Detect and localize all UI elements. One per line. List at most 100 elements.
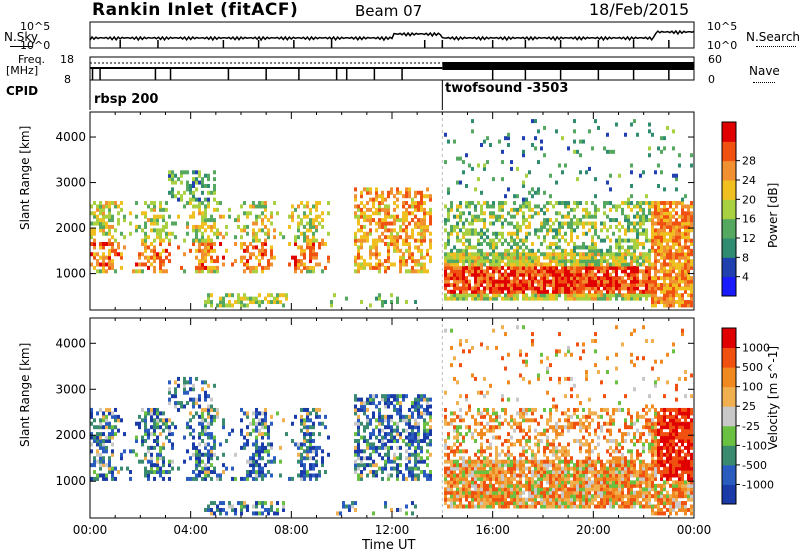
heatmap-cell [660,248,663,253]
heatmap-cell [522,248,525,253]
heatmap-cell [249,269,252,274]
heatmap-cell [546,501,549,506]
heatmap-cell [285,296,288,301]
heatmap-cell [411,197,414,202]
heatmap-cell [489,452,492,457]
heatmap-cell [651,279,654,284]
heatmap-cell [408,470,411,475]
heatmap-cell [207,296,210,301]
heatmap-cell [255,425,258,430]
heatmap-cell [102,269,105,274]
heatmap-cell [600,228,603,233]
heatmap-cell [690,252,693,257]
heatmap-cell [558,221,561,226]
heatmap-cell [633,286,636,291]
heatmap-cell [660,255,663,260]
heatmap-cell [501,473,504,478]
heatmap-cell [414,224,417,229]
heatmap-cell [198,432,201,437]
heatmap-cell [375,296,378,301]
heatmap-cell [567,425,570,430]
heatmap-cell [639,242,642,246]
heatmap-cell [489,466,492,471]
heatmap-cell [675,265,678,270]
heatmap-cell [387,473,390,478]
heatmap-cell [249,473,252,478]
heatmap-cell [366,231,369,236]
heatmap-cell [366,414,369,419]
heatmap-cell [495,452,498,457]
heatmap-cell [363,224,366,229]
heatmap-cell [609,218,612,223]
heatmap-cell [192,238,195,243]
heatmap-cell [102,262,105,267]
heatmap-cell [96,473,99,478]
heatmap-cell [90,228,93,233]
heatmap-cell [495,262,498,267]
heatmap-cell [177,401,180,406]
heatmap-cell [147,218,150,223]
heatmap-cell [183,404,186,409]
heatmap-cell [213,435,216,440]
heatmap-cell [561,504,564,509]
heatmap-cell [396,421,399,426]
heatmap-cell [207,507,210,512]
heatmap-cell [411,438,414,443]
heatmap-cell [522,490,525,495]
heatmap-cell [483,490,486,495]
heatmap-cell [405,394,408,399]
heatmap-cell [540,207,543,212]
freq-label-2: [MHz] [6,64,39,77]
heatmap-cell [405,418,408,423]
heatmap-cell [684,276,687,281]
heatmap-cell [615,255,618,260]
heatmap-cell [549,173,552,178]
heatmap-cell [663,276,666,281]
heatmap-cell [567,487,570,492]
heatmap-cell [408,221,411,226]
heatmap-cell [423,214,426,219]
heatmap-cell [99,245,102,250]
heatmap-cell [450,363,453,368]
heatmap-cell [504,418,507,423]
heatmap-cell [525,432,528,437]
heatmap-cell [90,235,93,240]
heatmap-cell [669,269,672,274]
heatmap-cell [522,452,525,457]
heatmap-cell [462,289,465,294]
heatmap-cell [666,221,669,226]
heatmap-cell [501,279,504,284]
heatmap-cell [630,279,633,284]
heatmap-cell [573,265,576,270]
heatmap-cell [549,494,552,499]
heatmap-cell [459,476,462,481]
heatmap-cell [420,438,423,443]
heatmap-cell [150,407,153,412]
heatmap-cell [657,286,660,291]
heatmap-cell [279,445,282,450]
heatmap-cell [171,459,174,464]
heatmap-cell [462,160,465,165]
heatmap-cell [393,438,396,443]
heatmap-cell [354,194,357,199]
heatmap-cell [192,445,195,450]
heatmap-cell [678,231,681,236]
heatmap-cell [501,449,504,454]
heatmap-cell [312,269,315,274]
heatmap-cell [258,452,261,457]
heatmap-cell [558,224,561,229]
heatmap-cell [129,231,132,236]
heatmap-cell [546,218,549,223]
heatmap-cell [558,255,561,260]
heatmap-cell [396,507,399,512]
heatmap-cell [417,407,420,412]
heatmap-cell [534,452,537,457]
heatmap-cell [408,242,411,246]
heatmap-cell [243,303,246,308]
heatmap-cell [534,231,537,236]
heatmap-cell [561,221,564,226]
heatmap-cell [210,435,213,440]
heatmap-cell [357,476,360,481]
heatmap-cell [267,293,270,298]
heatmap-cell [618,289,621,294]
